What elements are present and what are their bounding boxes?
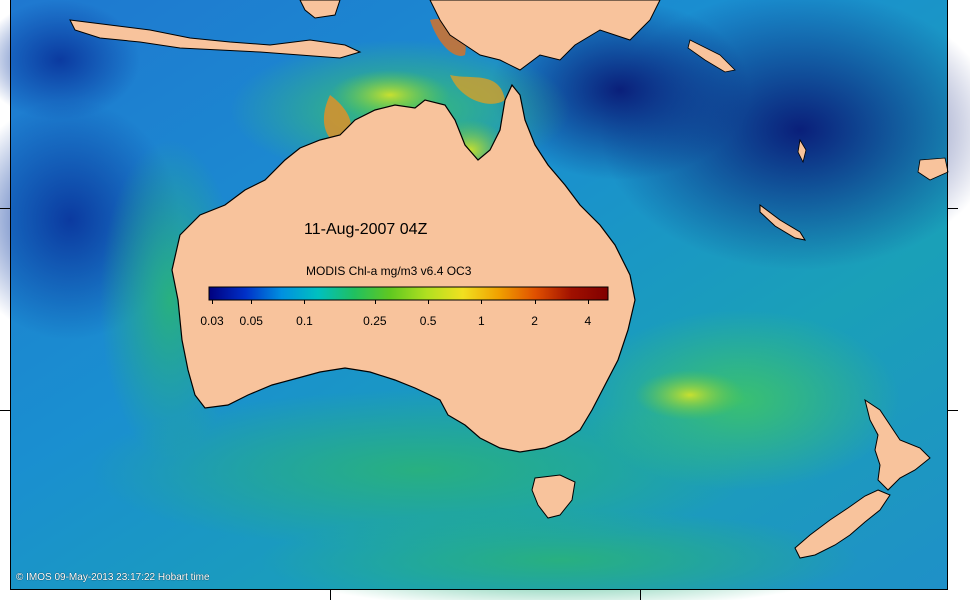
colorbar-tick-mark	[587, 300, 589, 304]
colorbar-tick-mark	[481, 300, 483, 304]
land-solomons	[687, 39, 736, 73]
colorbar-tick-mark	[212, 300, 213, 304]
colorbar-tick-label: 0.1	[296, 314, 313, 328]
colorbar-bar	[208, 286, 609, 301]
southern-ocean-green	[260, 510, 860, 600]
land-new-caledonia	[759, 204, 807, 241]
land-nz-south	[794, 489, 891, 559]
shelf-south	[90, 390, 750, 550]
credit-text: © IMOS 09-May-2013 23:17:22 Hobart time	[16, 572, 210, 583]
map-title: 11-Aug-2007 04Z	[304, 221, 428, 238]
frame-tick	[948, 410, 958, 411]
frame-tick	[330, 590, 331, 600]
land-fiji	[917, 157, 949, 181]
frame-tick	[0, 410, 10, 411]
colorbar-tick-label: 0.5	[419, 314, 437, 328]
bloom-tasman	[635, 370, 745, 420]
land-sulawesi	[299, 0, 341, 19]
colorbar-tick-label: 0.03	[200, 314, 224, 328]
frame-tick	[640, 590, 641, 600]
land-vanuatu	[797, 138, 807, 164]
colorbar-tick-mark	[534, 300, 536, 304]
land-tasmania	[531, 474, 576, 519]
land-java-timor	[69, 19, 362, 59]
colorbar-tick-label: 0.25	[363, 314, 387, 328]
land-australia	[171, 83, 636, 453]
colorbar-tick-label: 4	[584, 314, 592, 328]
colorbar-tick-mark	[304, 300, 306, 304]
colorbar-tick-mark	[251, 300, 253, 304]
land-new-guinea	[429, 0, 661, 71]
frame-tick	[948, 208, 958, 209]
frame-tick	[0, 208, 10, 209]
colorbar-tick-mark	[374, 300, 376, 304]
colorbar-tick-label: 0.05	[239, 314, 263, 328]
colorbar-tick-mark	[428, 300, 430, 304]
colorbar-title: MODIS Chl-a mg/m3 v6.4 OC3	[306, 264, 472, 278]
high-chl-gulf	[450, 75, 505, 104]
land-nz-north	[864, 398, 931, 491]
colorbar-tick-label: 1	[478, 314, 485, 328]
colorbar-tick-label: 2	[531, 314, 538, 328]
